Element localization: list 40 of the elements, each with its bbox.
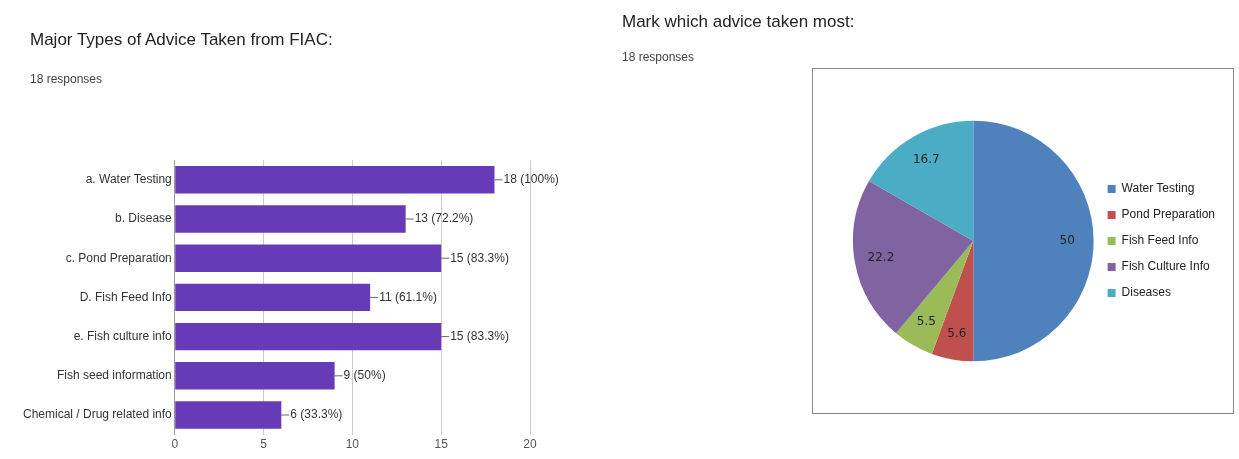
chart-title: Major Types of Advice Taken from FIAC: [30, 30, 333, 50]
data-label: 6 (33.3%) [290, 407, 343, 422]
x-tick-label: 20 [523, 437, 537, 452]
data-label: 22.2 [867, 249, 895, 264]
text: 18 responses [30, 72, 103, 86]
text: 18 responses [622, 50, 695, 64]
y-tick-label: Chemical / Drug related info [23, 407, 173, 422]
legend-label: Fish Feed Info [1121, 233, 1199, 248]
data-label: 15 (83.3%) [450, 328, 509, 343]
x-tick-label: 10 [345, 437, 360, 452]
bar [175, 283, 371, 312]
x-tick-label: 15 [434, 437, 449, 452]
data-label: 11 (61.1%) [379, 289, 437, 304]
y-tick-label: b. Disease [115, 211, 173, 226]
data-label: 18 (100%) [503, 172, 559, 187]
data-label: 9 (50%) [343, 368, 386, 383]
y-tick-label: e. Fish culture info [73, 328, 173, 343]
legend-label: Fish Culture Info [1121, 259, 1210, 274]
y-tick-label: a. Water Testing [85, 172, 172, 187]
legend-label: Pond Preparation [1121, 207, 1216, 222]
chart-title: Mark which advice taken most: [622, 12, 855, 32]
bar [175, 166, 495, 194]
data-label: 13 (72.2%) [414, 211, 474, 226]
data-label: 5.6 [947, 325, 967, 340]
legend-label: Diseases [1121, 285, 1171, 300]
data-label: 5.5 [916, 314, 936, 329]
bar [175, 362, 335, 390]
data-label: 16.7 [912, 151, 940, 166]
y-tick-label: D. Fish Feed Info [79, 289, 173, 304]
y-tick-label: c. Pond Preparation [65, 250, 172, 265]
data-label: 50 [1059, 233, 1075, 248]
bar [175, 322, 442, 351]
x-tick-label: 0 [171, 437, 179, 452]
bar [175, 244, 442, 272]
data-label: 15 (83.3%) [450, 250, 509, 265]
y-tick-label: Fish seed information [57, 368, 172, 383]
x-tick-label: 5 [260, 437, 268, 452]
legend-label: Water Testing [1121, 181, 1195, 196]
bar [175, 401, 282, 429]
bar [175, 205, 406, 233]
